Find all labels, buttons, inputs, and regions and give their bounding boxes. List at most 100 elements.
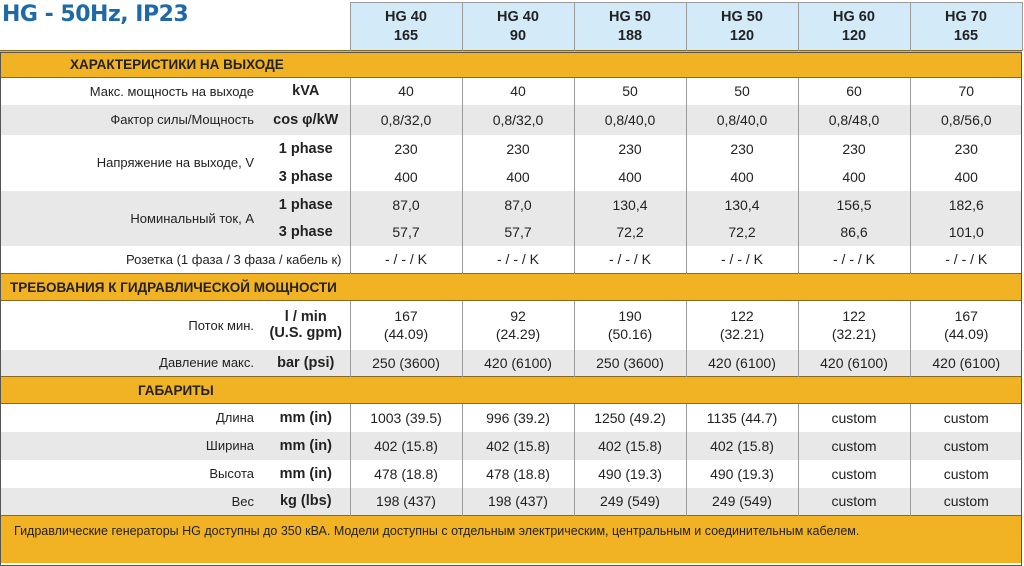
value-cell: - / - / K (685, 245, 798, 274)
value-cell: 400 (461, 162, 574, 191)
table-row: Вес kg (lbs) 198 (437) 198 (437) 249 (549) 24… (0, 487, 1022, 516)
value-cell: 230 (349, 134, 462, 163)
value-cell: 101,0 (909, 218, 1022, 246)
row-unit: cos φ/kW (262, 104, 350, 135)
row-unit: l / min (U.S. gpm) (269, 309, 343, 342)
value-cell: custom (909, 431, 1022, 460)
table-row: Розетка (1 фаза / 3 фаза / кабель к) - / … (0, 245, 1022, 274)
table-row: Фактор силы/Мощность cos φ/kW 0,8/32,0 0,8/… (0, 104, 1022, 135)
row-unit: mm (in) (262, 431, 350, 460)
footer-note: Гидравлические генераторы HG доступны до… (0, 515, 1022, 563)
model-code: 188 (617, 27, 643, 44)
value-cell: custom (909, 459, 1022, 488)
value-cell: 86,6 (797, 218, 910, 246)
value-cell: 60 (797, 77, 910, 105)
model-code: 120 (729, 27, 755, 44)
value-cell: 400 (349, 162, 462, 191)
section-header: ХАРАКТЕРИСТИКИ НА ВЫХОДЕ (0, 50, 1022, 78)
value-cell: 50 (573, 77, 686, 105)
value-cell: 249 (549) (685, 487, 798, 516)
model-header: HG 40 90 (461, 2, 575, 51)
value-cell: 87,0 (461, 190, 574, 219)
model-name: HG 60 (833, 8, 875, 25)
table-row: 3 phase 400 400 400 400 400 400 (0, 162, 1022, 191)
table-row: Давление макс. bar (psi) 250 (3600) 420 (61… (0, 349, 1022, 377)
model-name: HG 70 (945, 8, 987, 25)
row-unit: 1 phase (278, 140, 333, 157)
value-cell: 0,8/56,0 (909, 104, 1022, 135)
table-row: Высота mm (in) 478 (18.8) 478 (18.8) 490 (19… (0, 459, 1022, 488)
value-cell: 250 (3600) (573, 349, 686, 377)
model-name: HG 50 (609, 8, 651, 25)
value-cell: 198 (437) (349, 487, 462, 516)
row-label: Ширина (0, 431, 262, 460)
value-cell: custom (909, 487, 1022, 516)
row-label: Высота (209, 466, 254, 481)
model-header: HG 70 165 (909, 2, 1023, 51)
value-cell: 400 (685, 162, 798, 191)
value-cell: custom (797, 403, 910, 432)
value-cell: 50 (685, 77, 798, 105)
model-header: HG 50 188 (573, 2, 687, 51)
value-cell: custom (909, 403, 1022, 432)
row-label: Поток мин. (188, 317, 254, 333)
value-cell: 230 (461, 134, 574, 163)
row-label: Напряжение на выходе, V (96, 155, 254, 170)
value-cell: 0,8/40,0 (685, 104, 798, 135)
value-cell: 182,6 (909, 190, 1022, 219)
value-cell: 230 (909, 134, 1022, 163)
value-cell: custom (797, 431, 910, 460)
value-cell: 70 (909, 77, 1022, 105)
value-cell: 1003 (39.5) (349, 403, 462, 432)
value-cell: 230 (573, 134, 686, 163)
value-cell: 996 (39.2) (461, 403, 574, 432)
table-row: Ширина mm (in) 402 (15.8) 402 (15.8) 402 (15… (0, 431, 1022, 460)
value-cell: 57,7 (461, 218, 574, 246)
value-cell: 122 (32.21) (797, 300, 910, 350)
value-cell: 72,2 (685, 218, 798, 246)
value-cell: 167 (44.09) (349, 300, 462, 350)
table-row: 3 phase 57,7 57,7 72,2 72,2 86,6 101,0 (0, 218, 1022, 246)
table-row: Длина mm (in) 1003 (39.5) 996 (39.2) 1250 (4… (0, 403, 1022, 432)
section-title: ХАРАКТЕРИСТИКИ НА ВЫХОДЕ (0, 50, 1022, 78)
value-cell: 87,0 (349, 190, 462, 219)
row-label: Фактор силы/Мощность (0, 104, 262, 135)
value-cell: 40 (349, 77, 462, 105)
row-unit: 3 phase (262, 218, 350, 246)
value-cell: 402 (15.8) (349, 431, 462, 460)
value-cell: 402 (15.8) (573, 431, 686, 460)
row-unit: 1 phase (262, 190, 350, 219)
value-cell: - / - / K (461, 245, 574, 274)
model-code: 165 (953, 27, 979, 44)
value-cell: 1250 (49.2) (573, 403, 686, 432)
value-cell: 130,4 (685, 190, 798, 219)
value-cell: 40 (461, 77, 574, 105)
value-cell: 420 (6100) (909, 349, 1022, 377)
value-cell: 402 (15.8) (461, 431, 574, 460)
row-unit: mm (in) (279, 465, 332, 482)
model-code: 120 (841, 27, 867, 44)
value-cell: 72,2 (573, 218, 686, 246)
table-row: Поток мин. l / min (U.S. gpm) 167 (44.09) 9… (0, 300, 1022, 350)
value-cell: - / - / K (349, 245, 462, 274)
page-title: HG - 50Hz, IP23 (2, 2, 189, 27)
row-unit: kVA (292, 83, 320, 100)
value-cell: 57,7 (349, 218, 462, 246)
row-label: Длина (215, 410, 254, 426)
model-header: HG 40 165 (349, 2, 463, 51)
value-cell: 167 (44.09) (909, 300, 1022, 350)
value-cell: 122 (32.21) (685, 300, 798, 350)
value-cell: 92 (24.29) (461, 300, 574, 350)
section-title: ГАБАРИТЫ (0, 376, 1022, 404)
section-header: ГАБАРИТЫ (0, 376, 1022, 404)
row-unit: 3 phase (278, 168, 333, 185)
value-cell: 402 (15.8) (685, 431, 798, 460)
section-title: ТРЕБОВАНИЯ К ГИДРАВЛИЧЕСКОЙ МОЩНОСТИ (0, 273, 1022, 301)
row-label: Номинальный ток, A (0, 190, 262, 246)
value-cell: 490 (19.3) (685, 459, 798, 488)
row-unit: mm (in) (279, 409, 332, 426)
value-cell: 490 (19.3) (573, 459, 686, 488)
